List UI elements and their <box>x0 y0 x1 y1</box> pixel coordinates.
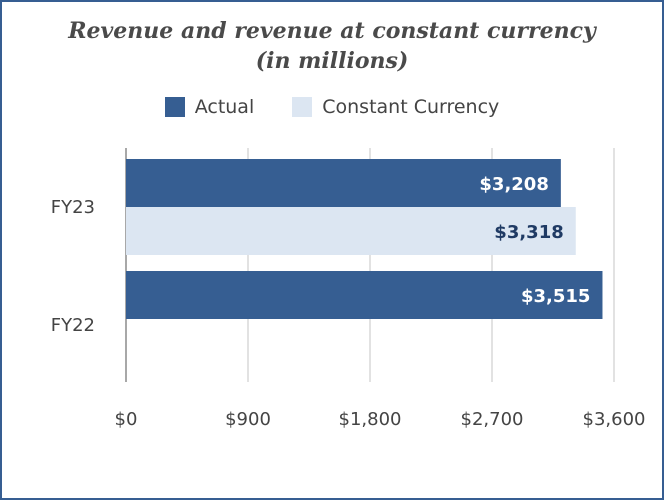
legend-swatch-actual <box>164 97 185 117</box>
bar-fy23-constant-currency <box>126 207 576 255</box>
chart-legend: Actual Constant Currency <box>2 94 662 120</box>
chart-title-line-1: Revenue and revenue at constant currency <box>68 18 596 44</box>
x-tick-label-0: $0 <box>115 409 138 430</box>
x-tick-label-2: $1,800 <box>339 409 402 430</box>
legend-swatch-constant-currency <box>292 97 313 117</box>
data-label-fy23-constant-currency: $3,318 <box>494 222 563 243</box>
legend-item-constant-currency: Constant Currency <box>292 96 499 118</box>
x-tick-label-3: $2,700 <box>461 409 524 430</box>
bar-fy23-actual <box>126 159 561 207</box>
x-tick-label-4: $3,600 <box>583 409 646 430</box>
y-category-label-fy22: FY22 <box>51 315 95 336</box>
legend-label-actual: Actual <box>194 96 255 118</box>
chart-title-line-2: (in millions) <box>255 48 409 74</box>
y-category-label-fy23: FY23 <box>51 197 95 218</box>
x-tick-label-1: $900 <box>225 409 271 430</box>
legend-item-actual: Actual <box>164 96 255 118</box>
legend-label-constant-currency: Constant Currency <box>322 96 500 118</box>
chart-title: Revenue and revenue at constant currency… <box>2 16 662 76</box>
bar-fy22-actual <box>126 271 603 319</box>
data-label-fy23-actual: $3,208 <box>479 174 548 195</box>
data-label-fy22-actual: $3,515 <box>521 286 590 307</box>
